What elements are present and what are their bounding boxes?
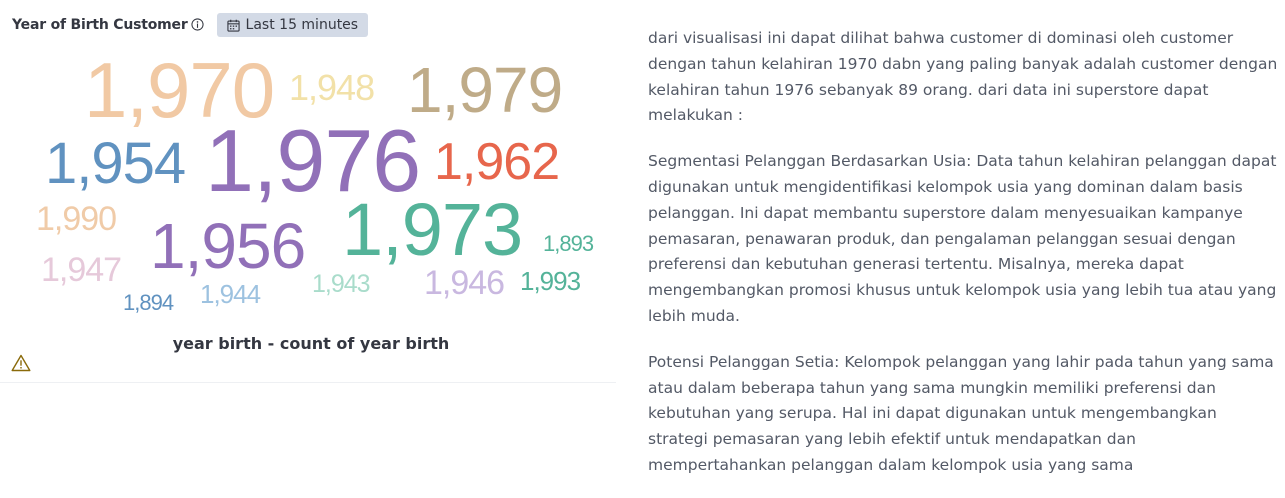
tagcloud-panel: Year of Birth Customer Last (0, 0, 616, 383)
time-range-badge[interactable]: Last 15 minutes (216, 13, 369, 37)
tagcloud-word[interactable]: 1,956 (150, 210, 306, 282)
panel-header: Year of Birth Customer Last (12, 12, 369, 38)
tagcloud-word[interactable]: 1,943 (312, 270, 371, 298)
tagcloud-word[interactable]: 1,990 (36, 200, 117, 238)
tagcloud-word[interactable]: 1,893 (543, 231, 594, 256)
tagcloud-word[interactable]: 1,946 (424, 264, 505, 302)
tagcloud-word[interactable]: 1,894 (123, 290, 174, 315)
tagcloud-word[interactable]: 1,970 (84, 46, 275, 134)
tagcloud-word[interactable]: 1,962 (434, 133, 560, 191)
chart-caption: year birth - count of year birth (172, 334, 450, 353)
time-range-label: Last 15 minutes (245, 17, 359, 33)
calendar-icon (226, 19, 240, 32)
description-text: dari visualisasi ini dapat dilihat bahwa… (648, 26, 1278, 498)
tagcloud-word[interactable]: 1,973 (342, 188, 523, 271)
tagcloud-word[interactable]: 1,948 (289, 67, 375, 108)
paragraph-intro: dari visualisasi ini dapat dilihat bahwa… (648, 29, 1278, 125)
tagcloud-word[interactable]: 1,979 (407, 54, 563, 126)
tagcloud-word[interactable]: 1,947 (41, 251, 122, 289)
tagcloud-word[interactable]: 1,954 (45, 131, 186, 196)
tagcloud-word[interactable]: 1,976 (205, 111, 421, 210)
paragraph-segmentation: Segmentasi Pelanggan Berdasarkan Usia: D… (648, 152, 1277, 325)
info-icon[interactable] (190, 17, 204, 31)
paragraph-loyal-customers: Potensi Pelanggan Setia: Kelompok pelang… (648, 352, 1274, 474)
tagcloud-word[interactable]: 1,944 (200, 279, 261, 309)
tagcloud-word[interactable]: 1,993 (520, 266, 581, 296)
panel-title: Year of Birth Customer (12, 17, 188, 33)
tag-cloud: 1,970 1,948 1,979 1,954 1,976 1,962 1,990 1,956… (0, 0, 616, 330)
warning-icon[interactable] (11, 354, 31, 372)
